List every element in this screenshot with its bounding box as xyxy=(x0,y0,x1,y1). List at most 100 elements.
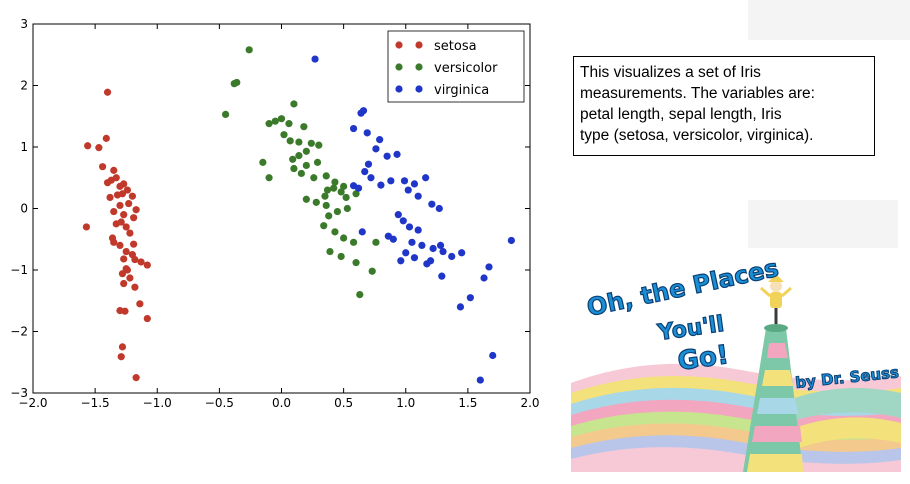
data-point-versicolor xyxy=(221,110,230,119)
data-point-setosa xyxy=(116,241,124,249)
data-point-virginica xyxy=(311,55,319,63)
data-point-setosa xyxy=(126,229,134,237)
data-point-virginica xyxy=(354,184,363,192)
data-point-versicolor xyxy=(322,172,330,180)
legend-label-setosa: setosa xyxy=(434,39,477,54)
data-point-setosa xyxy=(116,201,124,210)
data-point-setosa xyxy=(120,211,128,219)
data-point-virginica xyxy=(358,228,366,236)
data-point-versicolor xyxy=(307,139,315,147)
data-point-virginica xyxy=(422,174,430,182)
data-point-versicolor xyxy=(337,188,345,196)
data-point-virginica xyxy=(363,129,371,137)
data-point-virginica xyxy=(428,200,436,208)
data-point-versicolor xyxy=(302,195,310,203)
data-point-virginica xyxy=(357,109,365,117)
data-point-setosa xyxy=(132,206,140,214)
decorative-block-top xyxy=(748,0,910,40)
book-title-line3: Go! xyxy=(676,340,731,377)
y-tick-label: −1 xyxy=(10,263,28,277)
data-point-setosa xyxy=(110,166,118,174)
data-point-virginica xyxy=(414,226,422,234)
data-point-setosa xyxy=(136,300,144,308)
data-point-versicolor xyxy=(340,182,348,190)
legend-label-versicolor: versicolor xyxy=(434,61,498,76)
data-point-virginica xyxy=(408,238,416,246)
data-point-virginica xyxy=(387,177,395,185)
data-point-versicolor xyxy=(326,247,334,256)
data-point-virginica xyxy=(402,249,410,257)
data-point-versicolor xyxy=(295,138,303,146)
decorative-block-mid xyxy=(748,200,898,248)
data-point-virginica xyxy=(372,145,380,153)
data-point-virginica xyxy=(376,136,384,144)
striped-tower xyxy=(743,324,803,472)
data-point-virginica xyxy=(414,192,422,200)
data-point-versicolor xyxy=(310,174,318,182)
data-point-virginica xyxy=(489,351,497,360)
legend-marker-setosa xyxy=(395,41,403,49)
data-point-versicolor xyxy=(342,193,350,202)
data-point-setosa xyxy=(143,261,151,269)
data-point-setosa xyxy=(132,374,140,382)
x-tick-label: 0.5 xyxy=(334,396,353,410)
x-tick-label: −1.5 xyxy=(81,396,110,410)
data-point-versicolor xyxy=(368,267,376,275)
data-point-virginica xyxy=(480,274,488,282)
data-point-setosa xyxy=(98,163,107,171)
data-point-versicolor xyxy=(330,184,338,192)
data-point-versicolor xyxy=(340,234,348,242)
data-point-virginica xyxy=(458,249,466,257)
data-point-versicolor xyxy=(321,192,329,200)
x-tick-label: −1.0 xyxy=(143,396,172,410)
data-point-setosa xyxy=(118,270,127,278)
data-point-virginica xyxy=(435,204,443,213)
data-point-virginica xyxy=(418,241,426,249)
data-point-versicolor xyxy=(352,259,360,267)
data-point-versicolor xyxy=(277,115,286,123)
data-point-versicolor xyxy=(297,169,305,178)
data-point-versicolor xyxy=(290,100,298,108)
legend-marker-versicolor xyxy=(415,63,423,71)
data-point-versicolor xyxy=(372,238,380,246)
data-point-virginica xyxy=(427,257,435,265)
y-tick-label: 0 xyxy=(20,202,28,216)
data-point-setosa xyxy=(117,353,125,361)
data-point-setosa xyxy=(130,214,138,222)
data-point-setosa xyxy=(137,258,145,266)
legend: setosa versicolor virginica xyxy=(387,30,525,103)
data-point-setosa xyxy=(122,223,130,231)
data-point-setosa xyxy=(120,279,128,288)
data-point-setosa xyxy=(82,223,91,231)
caption-text: This visualizes a set of Iris measuremen… xyxy=(580,64,815,144)
legend-items: setosa versicolor virginica xyxy=(395,39,498,98)
data-point-setosa xyxy=(126,274,134,282)
striped-hills xyxy=(571,363,901,472)
data-point-versicolor xyxy=(356,291,364,299)
x-tick-label: 1.0 xyxy=(396,396,415,410)
data-point-versicolor xyxy=(265,174,273,182)
y-tick-label: 3 xyxy=(20,17,28,31)
data-point-setosa xyxy=(118,343,127,351)
data-point-versicolor xyxy=(337,252,345,261)
data-point-versicolor xyxy=(245,46,253,54)
y-tick-label: −3 xyxy=(10,386,28,400)
book-cover-illustration: Oh, the Places You'll Go! by Dr. Seuss xyxy=(571,258,901,472)
data-point-virginica xyxy=(507,236,515,245)
data-point-setosa xyxy=(122,247,130,256)
data-point-versicolor xyxy=(312,198,320,206)
data-point-setosa xyxy=(131,255,139,264)
data-point-setosa xyxy=(123,186,132,194)
data-point-versicolor xyxy=(333,207,342,216)
data-point-virginica xyxy=(456,303,465,311)
data-point-versicolor xyxy=(259,158,267,166)
data-point-setosa xyxy=(120,255,128,263)
data-point-versicolor xyxy=(285,120,293,128)
data-point-virginica xyxy=(405,223,414,231)
data-point-versicolor xyxy=(322,201,330,210)
legend-marker-virginica xyxy=(395,85,403,93)
data-point-versicolor xyxy=(290,164,298,173)
x-tick-label: −0.5 xyxy=(205,396,234,410)
data-point-versicolor xyxy=(302,161,310,170)
data-point-setosa xyxy=(131,283,139,291)
